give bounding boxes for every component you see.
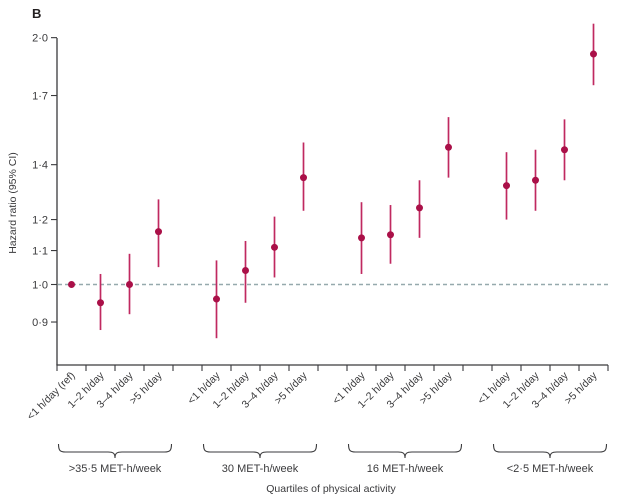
panel-label: B — [32, 6, 42, 21]
group-label: <2·5 MET-h/week — [507, 463, 594, 475]
group-brace — [57, 443, 173, 459]
y-tick-label: 1·7 — [32, 90, 48, 102]
data-point — [126, 281, 133, 288]
x-axis-title: Quartiles of physical activity — [266, 483, 396, 495]
x-category-label: >5 h/day — [417, 369, 455, 407]
group-brace — [347, 443, 463, 459]
data-point — [155, 228, 162, 236]
data-point — [271, 243, 278, 251]
data-point — [68, 281, 75, 288]
y-tick-label: 1·1 — [32, 245, 48, 257]
data-point — [561, 146, 568, 154]
x-category-label: >5 h/day — [562, 369, 600, 407]
group-brace — [202, 443, 318, 459]
data-point — [213, 295, 220, 303]
data-point — [445, 143, 452, 151]
group-brace — [492, 443, 608, 459]
data-point — [590, 50, 597, 58]
y-tick-label: 1·4 — [32, 159, 48, 171]
data-point — [387, 231, 394, 239]
group-label: 16 MET-h/week — [367, 463, 444, 475]
x-category-label: >5 h/day — [127, 369, 165, 407]
data-point — [97, 299, 104, 307]
y-tick-label: 1·2 — [32, 214, 48, 226]
data-point — [532, 176, 539, 184]
data-point — [358, 234, 365, 242]
x-category-label: <1 h/day (ref) — [25, 370, 78, 423]
data-point — [503, 182, 510, 190]
y-tick-label: 0·9 — [32, 317, 48, 329]
y-tick-label: 1·0 — [32, 279, 48, 291]
data-point — [416, 204, 423, 212]
x-category-label: >5 h/day — [272, 369, 310, 407]
data-point — [300, 174, 307, 182]
data-point — [242, 267, 249, 275]
group-label: 30 MET-h/week — [222, 463, 299, 475]
y-tick-label: 2·0 — [32, 32, 48, 44]
group-label: >35·5 MET-h/week — [69, 463, 162, 475]
